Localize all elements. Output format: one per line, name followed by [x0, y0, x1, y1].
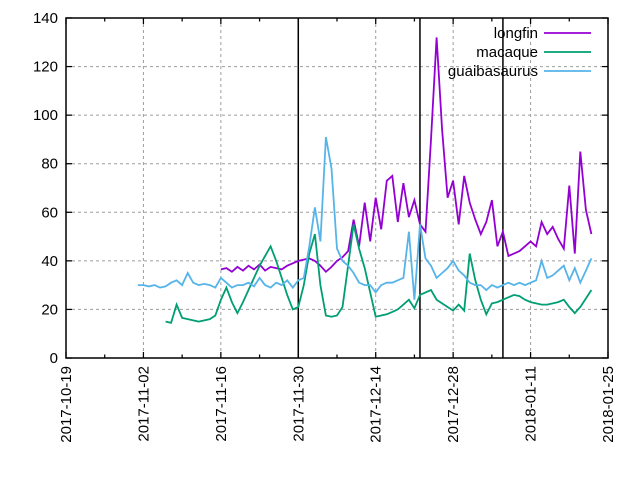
x-tick-label: 2017-12-28 [445, 366, 462, 443]
y-tick-label: 20 [41, 301, 58, 318]
x-tick-label: 2018-01-11 [523, 366, 540, 442]
x-tick-label: 2017-11-30 [290, 366, 307, 442]
y-tick-label: 80 [41, 156, 58, 173]
y-tick-label: 140 [33, 10, 58, 27]
y-tick-label: 0 [50, 350, 58, 367]
x-tick-label: 2017-11-02 [135, 366, 152, 442]
y-tick-label: 100 [33, 107, 58, 124]
axis-labels: 0 20 40 60 80 100 120 140 2017-10-19 2017-11-02 20… [33, 10, 617, 443]
series-line-macaque [165, 224, 593, 324]
legend-label-longfin: longfin [494, 25, 538, 42]
axes [65, 17, 609, 359]
legend-label-macaque: macaque [476, 44, 538, 61]
series [137, 37, 593, 324]
y-tick-label: 60 [41, 204, 58, 221]
x-tick-label: 2018-01-25 [600, 366, 617, 443]
event-lines [297, 18, 504, 358]
series-line-guaibasaurus [137, 136, 593, 300]
x-tick-label: 2017-11-16 [213, 366, 230, 442]
legend: longfin macaque guaibasaurus [448, 25, 591, 80]
legend-label-guaibasaurus: guaibasaurus [448, 63, 538, 80]
x-tick-label: 2017-10-19 [58, 366, 75, 443]
series-line-longfin [220, 37, 593, 274]
grid [66, 18, 608, 358]
y-tick-label: 120 [33, 59, 58, 76]
x-tick-label: 2017-12-14 [368, 366, 385, 443]
y-tick-label: 40 [41, 253, 58, 270]
